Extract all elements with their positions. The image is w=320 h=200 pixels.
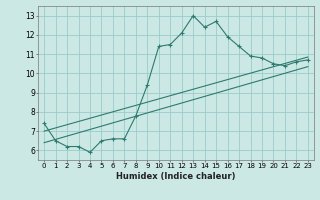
X-axis label: Humidex (Indice chaleur): Humidex (Indice chaleur) <box>116 172 236 181</box>
